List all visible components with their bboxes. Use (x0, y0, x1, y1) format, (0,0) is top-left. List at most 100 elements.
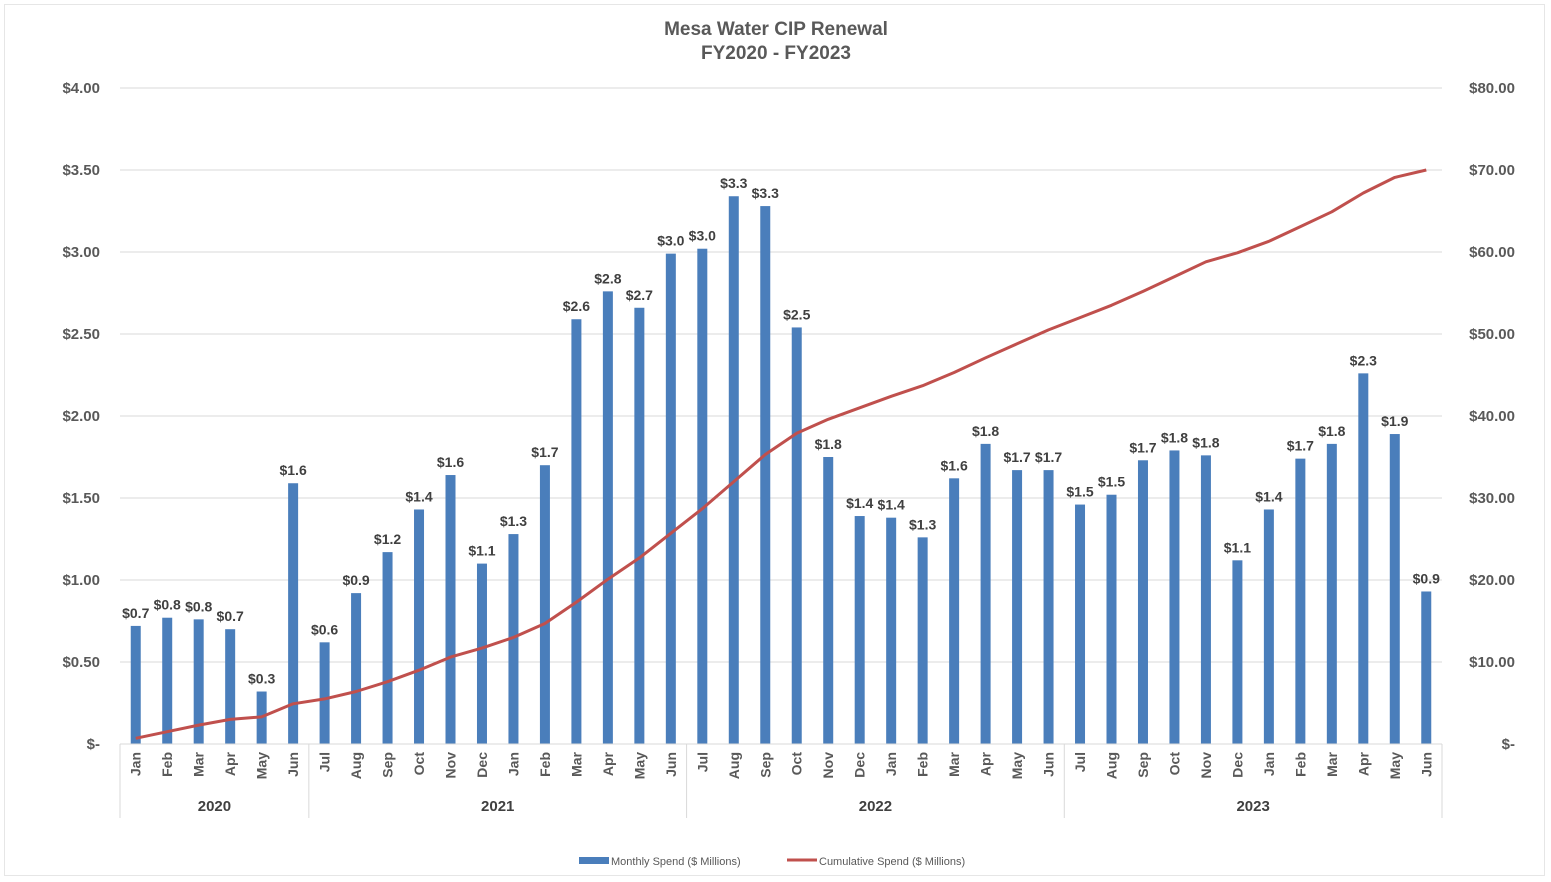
x-tick-label: Mar (1324, 751, 1340, 776)
x-tick-label: Feb (537, 752, 553, 777)
bar (1200, 455, 1211, 744)
bar-data-label: $1.4 (1255, 488, 1282, 504)
bar (476, 563, 487, 744)
y-left-tick-label: $1.50 (62, 490, 100, 507)
bar-data-label: $1.8 (1161, 429, 1188, 445)
y-right-tick-label: $50.00 (1469, 326, 1515, 343)
bar (1012, 470, 1023, 744)
bar-data-label: $1.1 (468, 543, 495, 559)
bar (728, 196, 739, 745)
bar (193, 619, 204, 744)
bar (1106, 494, 1117, 744)
bar (130, 625, 141, 744)
bar (225, 629, 236, 744)
bar (634, 307, 645, 744)
year-group-label: 2022 (859, 798, 892, 815)
bar (949, 478, 960, 744)
bar-data-label: $1.7 (1287, 438, 1314, 454)
x-tick-label: Nov (1198, 752, 1214, 779)
bar-data-label: $1.8 (1318, 423, 1345, 439)
bar-data-label: $1.3 (909, 516, 936, 532)
bar-data-label: $1.7 (1003, 449, 1030, 465)
legend-label-monthly: Monthly Spend ($ Millions) (611, 856, 741, 868)
bar-data-label: $1.6 (940, 457, 967, 473)
bar (791, 327, 802, 744)
bar-data-label: $3.3 (752, 185, 779, 201)
y-left-tick-label: $1.00 (62, 572, 100, 589)
bar (288, 483, 299, 744)
legend: Monthly Spend ($ Millions) Cumulative Sp… (579, 856, 965, 868)
y-right-tick-label: $40.00 (1469, 408, 1515, 425)
bar (823, 457, 834, 744)
bar (1137, 460, 1148, 744)
y-right-tick-label: $70.00 (1469, 162, 1515, 179)
year-group-label: 2023 (1236, 798, 1269, 815)
bar-data-label: $1.8 (815, 436, 842, 452)
x-tick-label: Aug (726, 752, 742, 779)
y-left-tick-label: $2.50 (62, 326, 100, 343)
x-tick-label: Aug (1104, 752, 1120, 779)
x-tick-label: May (254, 752, 270, 779)
x-tick-label: Jun (1418, 752, 1434, 777)
left-y-axis: $- $0.50 $1.00 $1.50 $2.00 $2.50 $3.00 $3.50 $4.… (62, 80, 100, 753)
bar-data-label: $1.1 (1224, 539, 1251, 555)
bar-data-label: $2.6 (563, 298, 590, 314)
x-tick-label: Dec (474, 752, 490, 778)
x-tick-label: May (1009, 752, 1025, 779)
bar-data-label: $1.5 (1066, 484, 1093, 500)
bar-data-label: $1.9 (1381, 413, 1408, 429)
bar (980, 443, 991, 744)
x-tick-label: Jan (128, 752, 144, 776)
bar-data-label: $2.7 (626, 287, 653, 303)
bar-data-label: $0.3 (248, 671, 275, 687)
x-tick-label: Dec (852, 752, 868, 778)
bar (697, 248, 708, 744)
x-tick-label: Nov (820, 752, 836, 779)
bar (665, 253, 676, 744)
x-tick-label: Jan (883, 752, 899, 776)
x-tick-label: Mar (568, 751, 584, 776)
bar-data-label: $1.5 (1098, 474, 1125, 490)
x-tick-label: Mar (946, 751, 962, 776)
right-y-axis: $- $10.00 $20.00 $30.00 $40.00 $50.00 $60.00 $7… (1469, 80, 1515, 753)
x-tick-label: May (1387, 752, 1403, 779)
x-tick-label: Oct (789, 752, 805, 776)
bar (319, 642, 330, 744)
bar (162, 617, 173, 744)
bar-data-label: $2.5 (783, 306, 810, 322)
x-tick-label: Aug (348, 752, 364, 779)
x-tick-label: Apr (978, 751, 994, 776)
y-left-tick-label: $- (87, 736, 100, 753)
bar (1075, 504, 1086, 744)
y-left-tick-label: $0.50 (62, 654, 100, 671)
y-left-tick-label: $3.50 (62, 162, 100, 179)
x-tick-label: Jul (317, 752, 333, 772)
x-tick-label: Jun (1041, 752, 1057, 777)
bar-data-label: $0.6 (311, 621, 338, 637)
bar (1326, 443, 1337, 744)
x-axis: Jan Feb Mar Apr May Jun Jul Aug Sep Oct Nov Dec Jan F… (119, 743, 1443, 818)
x-tick-label: Feb (159, 752, 175, 777)
bar-data-label: $2.3 (1350, 352, 1377, 368)
x-tick-label: Sep (1135, 752, 1151, 778)
y-right-tick-label: $10.00 (1469, 654, 1515, 671)
bar (508, 534, 519, 744)
x-tick-label: Apr (600, 751, 616, 776)
bar-data-label: $2.8 (594, 270, 621, 286)
bar (445, 475, 456, 744)
x-tick-label: Oct (411, 752, 427, 776)
x-tick-label: Dec (1229, 752, 1245, 778)
bar-data-label: $1.6 (279, 462, 306, 478)
bar (414, 509, 425, 744)
y-left-tick-label: $4.00 (62, 80, 100, 97)
bar-data-label: $1.8 (972, 423, 999, 439)
bar (854, 516, 865, 744)
bar-data-label: $3.0 (689, 228, 716, 244)
bar-series: $0.7 $0.8 $0.8 $0.7 $0.3 $1.6 $0.6 $0.9 $1.2 $1.4… (122, 175, 1440, 745)
x-tick-label: Feb (1292, 752, 1308, 777)
bar-data-label: $1.7 (1129, 439, 1156, 455)
bar-data-label: $1.6 (437, 454, 464, 470)
bar (382, 552, 393, 744)
x-tick-label: Mar (191, 751, 207, 776)
y-right-tick-label: $60.00 (1469, 244, 1515, 261)
